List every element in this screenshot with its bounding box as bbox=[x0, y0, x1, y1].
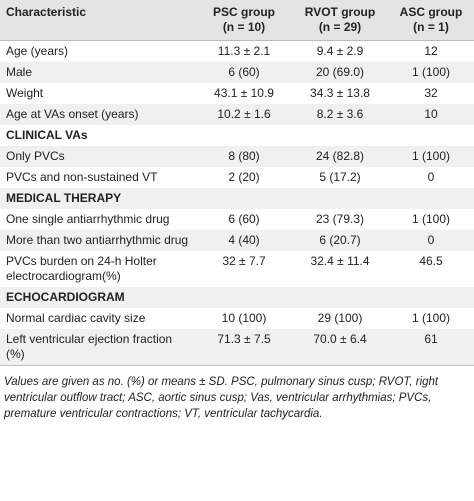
cell: 61 bbox=[424, 332, 438, 346]
cell: 10 bbox=[424, 107, 438, 121]
column-header: RVOT group (n = 29) bbox=[292, 0, 388, 41]
section-label: CLINICAL VAs bbox=[6, 128, 88, 142]
row-label: PVCs and non-sustained VT bbox=[6, 170, 158, 184]
cell: 5 (17.2) bbox=[319, 170, 361, 184]
cell: 20 (69.0) bbox=[315, 65, 365, 79]
cell: 1 (100) bbox=[411, 311, 451, 325]
column-title: PSC group bbox=[213, 5, 275, 19]
row-label: More than two antiarrhythmic drug bbox=[6, 233, 189, 247]
column-header: PSC group (n = 10) bbox=[196, 0, 292, 41]
table-body: Age (years) 11.3 ± 2.1 9.4 ± 2.9 12 Male 6 (6… bbox=[0, 41, 474, 365]
column-title: ASC group bbox=[399, 5, 463, 19]
cell: 32 bbox=[424, 86, 438, 100]
data-row: Only PVCs 8 (80) 24 (82.8) 1 (100) bbox=[0, 146, 474, 167]
cell: 12 bbox=[424, 44, 438, 58]
cell: 46.5 bbox=[419, 254, 443, 268]
cell: 23 (79.3) bbox=[315, 212, 365, 226]
data-row: Age (years) 11.3 ± 2.1 9.4 ± 2.9 12 bbox=[0, 41, 474, 63]
column-n: (n = 29) bbox=[318, 20, 362, 34]
cell: 0 bbox=[427, 170, 435, 184]
column-title: Characteristic bbox=[6, 5, 87, 19]
cell: 8.2 ± 3.6 bbox=[316, 107, 364, 121]
cell: 9.4 ± 2.9 bbox=[316, 44, 364, 58]
row-label: Left ventricular ejection fraction (%) bbox=[6, 332, 173, 361]
column-n: (n = 1) bbox=[413, 20, 449, 34]
cell: 1 (100) bbox=[411, 65, 451, 79]
section-label: ECHOCARDIOGRAM bbox=[6, 290, 125, 304]
column-header: Characteristic bbox=[0, 0, 196, 41]
cell: 71.3 ± 7.5 bbox=[217, 332, 271, 346]
data-row: Left ventricular ejection fraction (%) 71… bbox=[0, 329, 474, 365]
cell: 11.3 ± 2.1 bbox=[217, 44, 271, 58]
row-label: Age (years) bbox=[6, 44, 69, 58]
data-row: More than two antiarrhythmic drug 4 (40) 6… bbox=[0, 230, 474, 251]
cell: 32.4 ± 11.4 bbox=[310, 254, 370, 268]
cell: 32 ± 7.7 bbox=[222, 254, 266, 268]
footnote: Values are given as no. (%) or means ± S… bbox=[0, 365, 474, 422]
cell: 6 (60) bbox=[228, 65, 260, 79]
data-row: One single antiarrhythmic drug 6 (60) 23 (… bbox=[0, 209, 474, 230]
data-row: Normal cardiac cavity size 10 (100) 29 (10… bbox=[0, 308, 474, 329]
row-label: PVCs burden on 24-h Holter electrocardio… bbox=[6, 254, 157, 283]
data-row: Male 6 (60) 20 (69.0) 1 (100) bbox=[0, 62, 474, 83]
row-label: One single antiarrhythmic drug bbox=[6, 212, 170, 226]
section-row: CLINICAL VAs bbox=[0, 125, 474, 146]
data-row: PVCs burden on 24-h Holter electrocardio… bbox=[0, 251, 474, 287]
data-table: Characteristic PSC group (n = 10) RVOT grou… bbox=[0, 0, 474, 365]
cell: 6 (60) bbox=[228, 212, 260, 226]
cell: 1 (100) bbox=[411, 212, 451, 226]
row-label: Weight bbox=[6, 86, 44, 100]
column-title: RVOT group bbox=[304, 5, 376, 19]
cell: 24 (82.8) bbox=[315, 149, 365, 163]
section-row: MEDICAL THERAPY bbox=[0, 188, 474, 209]
cell: 8 (80) bbox=[228, 149, 260, 163]
column-header: ASC group (n = 1) bbox=[388, 0, 474, 41]
cell: 2 (20) bbox=[228, 170, 260, 184]
cell: 34.3 ± 13.8 bbox=[310, 86, 370, 100]
section-label: MEDICAL THERAPY bbox=[6, 191, 122, 205]
cell: 70.0 ± 6.4 bbox=[313, 332, 367, 346]
cell: 6 (20.7) bbox=[319, 233, 361, 247]
header-row: Characteristic PSC group (n = 10) RVOT grou… bbox=[0, 0, 474, 41]
cell: 4 (40) bbox=[228, 233, 260, 247]
row-label: Normal cardiac cavity size bbox=[6, 311, 146, 325]
cell: 10.2 ± 1.6 bbox=[217, 107, 271, 121]
section-row: ECHOCARDIOGRAM bbox=[0, 287, 474, 308]
cell: 43.1 ± 10.9 bbox=[214, 86, 274, 100]
column-n: (n = 10) bbox=[222, 20, 266, 34]
cell: 10 (100) bbox=[221, 311, 267, 325]
data-row: Age at VAs onset (years) 10.2 ± 1.6 8.2 ± … bbox=[0, 104, 474, 125]
data-row: Weight 43.1 ± 10.9 34.3 ± 13.8 32 bbox=[0, 83, 474, 104]
row-label: Only PVCs bbox=[6, 149, 65, 163]
cell: 1 (100) bbox=[411, 149, 451, 163]
cell: 29 (100) bbox=[317, 311, 363, 325]
row-label: Male bbox=[6, 65, 33, 79]
row-label: Age at VAs onset (years) bbox=[6, 107, 139, 121]
data-row: PVCs and non-sustained VT 2 (20) 5 (17.2) 0 bbox=[0, 167, 474, 188]
cell: 0 bbox=[427, 233, 435, 247]
